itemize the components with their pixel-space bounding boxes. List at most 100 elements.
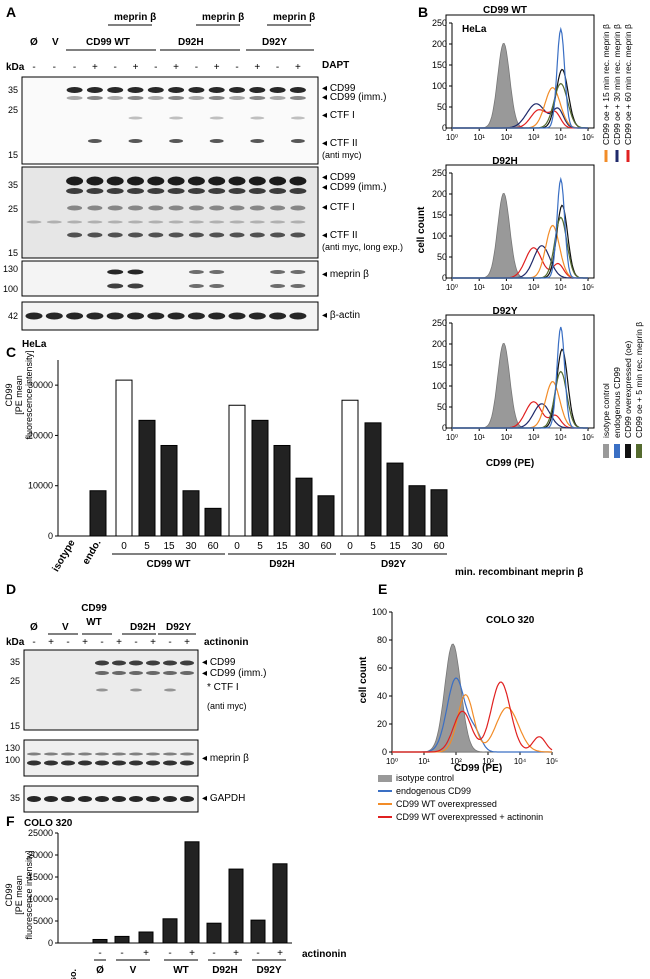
blot-band <box>248 188 266 194</box>
c-cat-label: 5 <box>370 541 376 552</box>
dapt-label: DAPT <box>322 60 349 71</box>
blot-band <box>209 284 225 288</box>
a4-marker-42: 42 <box>8 311 18 321</box>
blot-band <box>107 269 124 275</box>
blot-a3: 130 100 ◂ meprin β <box>3 260 369 297</box>
x-tick-label: 10⁴ <box>514 757 527 766</box>
histogram-curve <box>392 681 553 753</box>
c-group-label: CD99 WT <box>147 559 191 570</box>
f-bar <box>92 938 108 944</box>
blot-band <box>270 270 286 274</box>
panel-label-d: D <box>6 581 16 597</box>
blot-band <box>112 660 126 666</box>
blot-band <box>249 220 265 224</box>
blot-band <box>169 116 184 120</box>
d3-label-gapdh: ◂ GAPDH <box>202 793 245 804</box>
c-cat-label: 60 <box>207 541 219 552</box>
a1-marker-25: 25 <box>8 105 18 115</box>
blot-band <box>146 752 160 756</box>
y-tick-label: 100 <box>432 381 447 391</box>
blot-band <box>67 220 83 224</box>
blot-band <box>249 232 265 238</box>
panel-a-header: meprin β meprin β meprin β Ø V CD99 WT D… <box>6 12 349 73</box>
blot-band <box>168 87 185 93</box>
c-bar <box>341 399 359 537</box>
blot-band <box>127 188 144 194</box>
blot-band <box>26 220 42 224</box>
c-bar <box>182 490 200 537</box>
blot-band <box>127 269 144 275</box>
y-tick-label: 150 <box>432 360 447 370</box>
blot-band <box>209 205 225 211</box>
f-sign: - <box>98 948 101 959</box>
actinonin-sign: + <box>82 637 88 648</box>
y-tick-label: 250 <box>432 318 447 328</box>
a2-marker-25: 25 <box>8 204 18 214</box>
c-cat-label: endo. <box>81 538 104 567</box>
a-cell-line: HeLa <box>22 339 47 350</box>
d-lane-empty: Ø <box>30 622 38 633</box>
blot-band <box>208 87 225 93</box>
blot-band <box>188 96 205 100</box>
blot-band <box>168 220 184 224</box>
blot-band <box>290 284 306 288</box>
blot-band <box>249 87 266 93</box>
blot-band <box>248 312 266 320</box>
y-tick-label: 200 <box>432 189 447 199</box>
b-legend-label: CD99 overexpressed (oe) <box>623 341 633 438</box>
blot-band <box>146 796 160 802</box>
b-histogram-2: 0 50 100 150 200 250 10⁰ 10¹ 10² 10³ 10⁴ 10⁵ <box>432 314 595 442</box>
x-tick-label: 10³ <box>528 133 540 142</box>
blot-band <box>86 87 103 93</box>
blot-band <box>147 312 165 320</box>
e-legend-label: CD99 WT overexpressed + actinonin <box>396 812 543 822</box>
f-y-tick-label: 10000 <box>28 894 53 904</box>
panel-f-chart: CD99 [PE mean fluorescence intensity] 0 5… <box>4 828 346 979</box>
a1-label-cd99: ◂ CD99 <box>322 83 356 94</box>
b-legend-label: CD99 oe + 30 min rec. meprin β <box>612 24 622 145</box>
d2-marker-100: 100 <box>5 755 20 765</box>
c-bar <box>228 404 246 537</box>
blot-band <box>127 87 144 93</box>
actinonin-sign: - <box>168 637 171 648</box>
blot-band <box>86 312 104 320</box>
blot-band <box>289 312 307 320</box>
y-tick-label: 50 <box>437 102 447 112</box>
blot-band <box>188 284 204 288</box>
blot-band <box>27 796 41 802</box>
dapt-sign: + <box>173 62 179 73</box>
dapt-sign: - <box>32 62 35 73</box>
histogram-curve <box>452 326 588 429</box>
blot-band <box>129 796 143 802</box>
blot-band <box>270 284 286 288</box>
dapt-sign: + <box>295 62 301 73</box>
b-title-d92y: D92Y <box>492 306 517 317</box>
f-sign: - <box>120 948 123 959</box>
f-sign: - <box>256 948 259 959</box>
d-lane-vector: V <box>62 622 69 633</box>
dapt-sign: - <box>276 62 279 73</box>
blot-band <box>163 752 177 756</box>
blot-band <box>66 96 83 100</box>
c-cat-label: isotype <box>51 538 78 574</box>
f-sign: + <box>143 948 149 959</box>
c-cat-label: 0 <box>121 541 127 552</box>
b-title-wt: CD99 WT <box>483 5 527 16</box>
blot-band <box>129 752 143 756</box>
x-tick-label: 10³ <box>482 757 494 766</box>
blot-band <box>45 312 63 320</box>
c-bar <box>408 485 426 537</box>
blot-band <box>249 205 265 211</box>
c-cat-label: 5 <box>257 541 263 552</box>
e-ylabel: cell count <box>358 656 369 703</box>
lane-label-vector: V <box>52 37 59 48</box>
d1-note: (anti myc) <box>207 701 247 711</box>
y-tick-label: 250 <box>432 18 447 28</box>
x-tick-label: 10⁰ <box>446 433 458 442</box>
y-tick-label: 100 <box>432 231 447 241</box>
blot-band <box>163 671 177 675</box>
blot-band <box>228 188 246 194</box>
x-tick-label: 10⁰ <box>386 757 398 766</box>
actinonin-sign: - <box>100 637 103 648</box>
e-legend-label: endogenous CD99 <box>396 786 471 796</box>
